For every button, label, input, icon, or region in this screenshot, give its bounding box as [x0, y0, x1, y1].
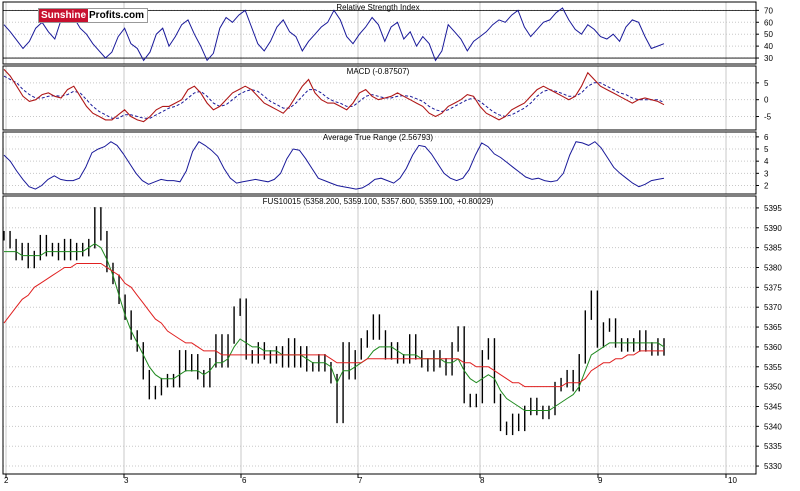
rsi-panel-title: Relative Strength Index [336, 3, 419, 12]
rsi-ytick-label: 40 [764, 42, 773, 51]
price-ytick-label: 5370 [764, 303, 782, 312]
price-ytick-label: 5335 [764, 442, 782, 451]
macd-ytick-label: 5 [764, 79, 769, 88]
price-ytick-label: 5350 [764, 383, 782, 392]
atr-ytick-label: 3 [764, 169, 769, 178]
price-ytick-label: 5380 [764, 263, 782, 272]
logo-part-sunshine: Sunshine [39, 9, 89, 22]
short-moving-average-line [4, 243, 665, 411]
price-panel-title: FUS10015 (5358.200, 5359.100, 5357.600, … [263, 197, 494, 206]
price-ytick-label: 5340 [764, 422, 782, 431]
price-ytick-label: 5385 [764, 244, 782, 253]
atr-line [3, 141, 665, 190]
atr-panel-title: Average True Range (2.56793) [323, 133, 433, 142]
long-moving-average-line [3, 263, 664, 388]
price-ytick-label: 5330 [764, 462, 782, 471]
rsi-ytick-label: 50 [764, 30, 773, 39]
price-ytick-label: 5375 [764, 283, 782, 292]
x-axis-tick-label: 10 [728, 476, 737, 485]
price-ytick-label: 5395 [764, 204, 782, 213]
atr-ytick-label: 6 [764, 133, 769, 142]
macd-line [3, 69, 665, 123]
rsi-line [3, 7, 665, 62]
atr-ytick-label: 5 [764, 145, 769, 154]
atr-ytick-label: 4 [764, 157, 769, 166]
macd-ytick-label: -5 [764, 113, 772, 122]
price-ytick-label: 5355 [764, 363, 782, 372]
logo-part-profits: Profits.com [88, 9, 148, 22]
x-axis-tick-label: 9 [598, 476, 603, 485]
x-axis-tick-label: 6 [242, 476, 247, 485]
price-panel-frame [2, 195, 757, 475]
macd-ytick-label: 0 [764, 96, 769, 105]
macd-panel-title: MACD (-0.87507) [347, 67, 410, 76]
macd-panel-frame [2, 65, 757, 131]
price-ytick-label: 5345 [764, 402, 782, 411]
rsi-ytick-label: 60 [764, 18, 773, 27]
rsi-ytick-label: 30 [764, 54, 773, 63]
x-axis-tick-label: 2 [4, 476, 9, 485]
price-ytick-label: 5390 [764, 224, 782, 233]
x-axis-tick-label: 3 [124, 476, 129, 485]
rsi-ytick-label: 70 [764, 6, 773, 15]
rsi-panel-frame [2, 1, 757, 65]
price-ytick-label: 5360 [764, 343, 782, 352]
sunshine-profits-logo: Sunshine Profits.com [38, 8, 149, 23]
x-axis-tick-label: 7 [358, 476, 363, 485]
x-axis-tick-label: 8 [480, 476, 485, 485]
price-ytick-label: 5365 [764, 323, 782, 332]
atr-panel-frame [2, 131, 757, 195]
atr-ytick-label: 2 [764, 181, 769, 190]
